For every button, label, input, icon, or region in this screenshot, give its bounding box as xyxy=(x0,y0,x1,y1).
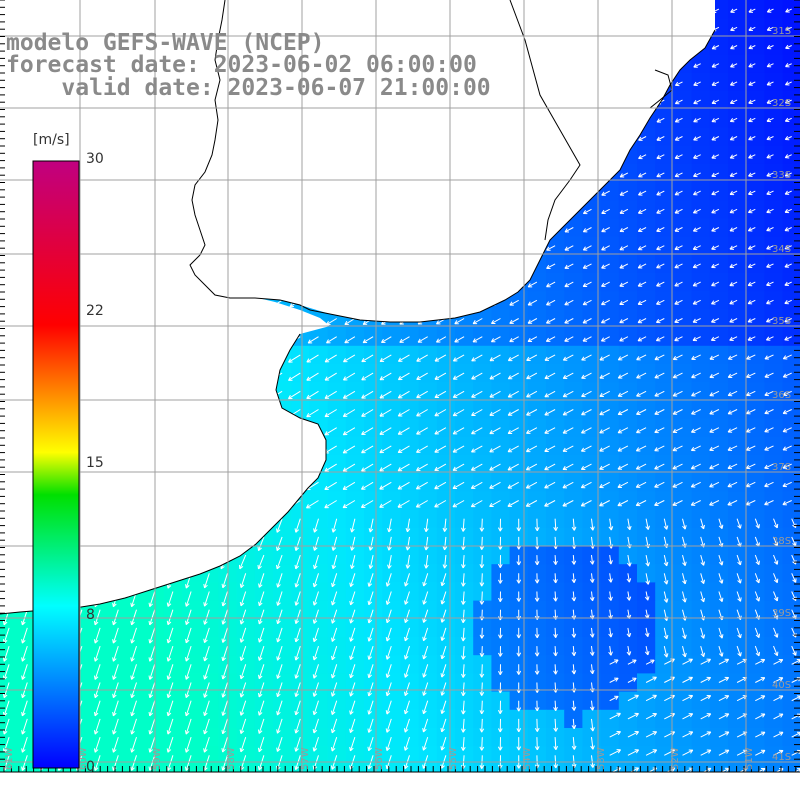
title-forecast-date: forecast date: 2023-06-02 06:00:00 xyxy=(6,53,477,77)
latitude-label: 36S xyxy=(772,390,791,401)
longitude-label: 56W xyxy=(374,747,385,770)
latitude-label: 40S xyxy=(772,680,791,691)
title-valid-date: valid date: 2023-06-07 21:00:00 xyxy=(6,76,491,100)
longitude-label: 61W xyxy=(4,747,15,770)
longitude-label: 52W xyxy=(670,747,681,770)
longitude-label: 57W xyxy=(300,747,311,770)
latitude-label: 31S xyxy=(772,26,791,37)
colorbar-tick-30: 30 xyxy=(86,151,104,167)
latitude-label: 38S xyxy=(772,536,791,547)
longitude-label: 54W xyxy=(522,747,533,770)
colorbar-tick-8: 8 xyxy=(86,607,95,623)
longitude-label: 53W xyxy=(596,747,607,770)
colorbar-tick-15: 15 xyxy=(86,455,104,471)
latitude-label: 35S xyxy=(772,316,791,327)
latitude-label: 37S xyxy=(772,462,791,473)
latitude-label: 39S xyxy=(772,608,791,619)
colorbar-tick-22: 22 xyxy=(86,303,104,319)
colorbar-tick-0: 0 xyxy=(86,759,95,775)
latitude-label: 32S xyxy=(772,98,791,109)
longitude-label: 59W xyxy=(152,747,163,770)
colorbar xyxy=(33,161,79,768)
latitude-label: 33S xyxy=(772,170,791,181)
latitude-label: 41S xyxy=(772,752,791,763)
colorbar-unit: [m/s] xyxy=(33,132,70,148)
longitude-label: 58W xyxy=(226,747,237,770)
latitude-label: 34S xyxy=(772,244,791,255)
longitude-label: 51W xyxy=(744,747,755,770)
longitude-label: 55W xyxy=(448,747,459,770)
